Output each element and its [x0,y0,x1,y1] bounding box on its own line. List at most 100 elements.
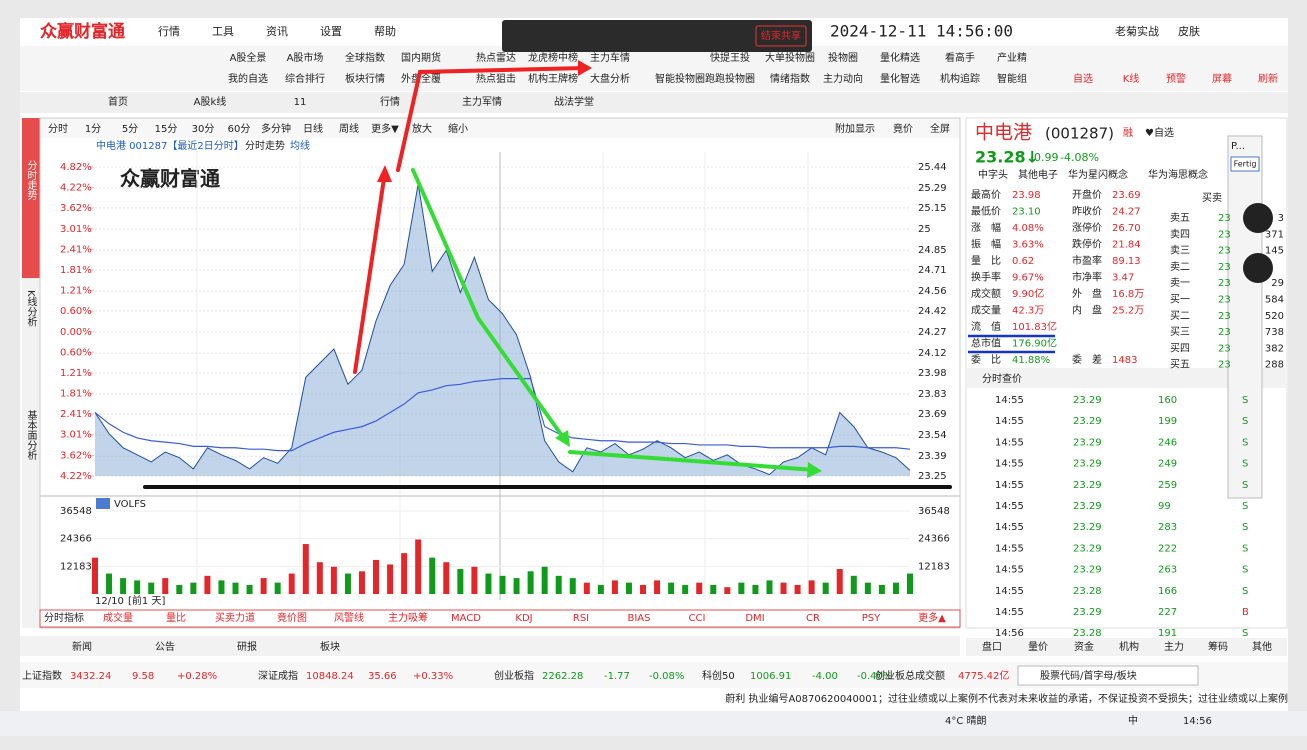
tag[interactable]: 其他电子 [1018,168,1058,181]
indicator[interactable]: RSI [573,613,589,624]
menu-item[interactable]: 帮助 [374,24,396,38]
quote-tab[interactable]: 量价 [1028,641,1048,653]
quote-tab[interactable]: 筹码 [1208,640,1228,653]
quote-tab[interactable]: 资金 [1074,640,1094,653]
indicator[interactable]: KDJ [515,613,532,624]
side-tab[interactable]: K线分析 [25,290,37,327]
indicator[interactable]: 竟价图 [277,612,307,624]
tab[interactable]: A股k线 [194,95,227,108]
indicator[interactable]: 买卖力道 [215,611,255,624]
tag[interactable]: 华为海思概念 [1148,168,1208,181]
toolbar-item[interactable]: 综合排行 [285,72,325,85]
toolbar-item[interactable]: 外盘全覆 [401,72,441,85]
period-button[interactable]: 5分 [122,123,138,135]
stat-value: 89.13 [1112,256,1141,267]
period-button[interactable]: 放大 [412,122,432,135]
indicator[interactable]: 更多▲ [918,611,946,624]
indicator[interactable]: CCI [689,613,706,624]
indicator[interactable]: 成交量 [103,611,133,624]
toolbar-item[interactable]: 大单投物圈 [765,51,815,64]
period-button[interactable]: 日线 [303,122,323,135]
quote-tab[interactable]: 机构 [1119,640,1139,653]
toolbar-item[interactable]: 主力车情 [590,51,630,64]
quote-tab[interactable]: 其他 [1252,640,1272,653]
menu-item[interactable]: 资讯 [266,25,288,38]
period-button[interactable]: 60分 [228,123,251,135]
quote-tab[interactable]: 盘口 [982,640,1002,653]
tab[interactable]: 战法学堂 [554,95,594,108]
side-tab[interactable]: 分时走势 [25,160,37,201]
toolbar-item[interactable]: 看高手 [945,51,975,64]
menu-item[interactable]: 行情 [158,25,180,38]
period-right[interactable]: 竟价 [893,123,913,135]
tag[interactable]: 华为星闪概念 [1068,168,1128,181]
indicator[interactable]: MACD [451,613,481,624]
tag[interactable]: 中字头 [978,168,1008,181]
toolbar-item[interactable]: 国内期货 [401,51,441,64]
toolbar-item[interactable]: 主力动向 [823,72,863,85]
indicator[interactable]: 主力吸筹 [388,611,428,624]
toolbar-item[interactable]: 情绪指数 [770,72,810,85]
toolbar-item[interactable]: 机构追踪 [940,72,980,85]
period-button[interactable]: 30分 [192,123,215,135]
period-right[interactable]: 附加显示 [835,122,875,135]
toolbar-item[interactable]: 智能投物圈 [655,72,705,85]
toolbar-item[interactable]: 量化智选 [880,72,920,85]
toolbar-item[interactable]: 大盘分析 [590,72,630,85]
period-button[interactable]: 分时 [48,123,68,135]
search-box[interactable] [1017,665,1199,686]
menu-item[interactable]: 设置 [320,25,342,38]
toolbar-item[interactable]: 投物圈 [828,51,858,64]
toolbar-item[interactable]: 板块行情 [345,72,385,85]
toolbar-item[interactable]: 量化精选 [880,51,920,64]
toolbar-item[interactable]: A股全景 [230,51,267,64]
skin[interactable]: 皮肤 [1178,24,1200,38]
toolbar-icon-label[interactable]: 刷新 [1258,72,1278,85]
fav[interactable]: ♥自选 [1145,126,1174,139]
toolbar-item[interactable]: 智能组 [997,72,1027,85]
stat-label: 总市值 [971,337,1001,350]
toolbar-item[interactable]: 跑跑投物圈 [705,72,755,85]
menu-item[interactable]: 工具 [212,25,234,38]
toolbar-icon-label[interactable]: 预警 [1166,72,1186,85]
period-button[interactable]: 周线 [339,122,359,135]
period-button[interactable]: 更多▼ [371,122,399,135]
side-tab[interactable]: 基本面分析 [25,409,37,461]
toolbar-item[interactable]: 产业精 [997,51,1027,64]
toolbar-item[interactable]: 机构王牌榜 [528,72,578,85]
indicator[interactable]: 风警线 [334,611,364,624]
toolbar-item[interactable]: 我的自选 [228,72,268,85]
fertig[interactable]: Fertig [1234,160,1257,169]
toolbar-item[interactable]: 热点狙击 [476,72,516,85]
quote-tab[interactable]: 主力 [1164,640,1184,653]
news-tab[interactable]: 研报 [237,640,257,653]
toolbar-item[interactable]: 热点雷达 [476,51,516,64]
tab[interactable]: 11 [294,97,307,108]
toolbar-icon-label[interactable]: 屏幕 [1212,72,1232,85]
period-right[interactable]: 全屏 [930,122,950,135]
tab[interactable]: 行情 [380,95,400,108]
tab[interactable]: 主力军情 [462,95,502,108]
toolbar-item[interactable]: A股市场 [287,51,324,64]
toolbar-icon-label[interactable]: K线 [1123,72,1140,85]
period-button[interactable]: 15分 [155,123,178,135]
news-tab[interactable]: 板块 [320,640,340,653]
toolbar-icon-label[interactable]: 自选 [1073,72,1093,85]
news-tab[interactable]: 新闻 [72,640,92,653]
news-tab[interactable]: 公告 [155,640,175,653]
indicator[interactable]: BIAS [628,613,651,624]
fertig-button[interactable] [1230,156,1260,172]
share-stop[interactable]: 结束共享 [761,29,801,42]
period-button[interactable]: 多分钟 [261,122,291,135]
toolbar-item[interactable]: 快提王投 [710,51,750,64]
period-button[interactable]: 1分 [85,123,101,135]
toolbar-item[interactable]: 龙虎榜中榜 [528,51,578,64]
share-stop-box[interactable] [755,25,807,47]
indicator[interactable]: 量比 [166,612,186,624]
indicator[interactable]: PSY [862,613,881,624]
indicator[interactable]: CR [806,613,820,624]
indicator[interactable]: DMI [745,613,764,624]
period-button[interactable]: 缩小 [448,122,468,135]
tab[interactable]: 首页 [108,95,128,108]
toolbar-item[interactable]: 全球指数 [345,51,385,64]
